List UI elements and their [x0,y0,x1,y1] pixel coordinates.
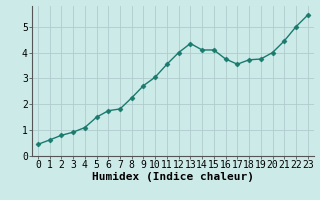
X-axis label: Humidex (Indice chaleur): Humidex (Indice chaleur) [92,172,254,182]
